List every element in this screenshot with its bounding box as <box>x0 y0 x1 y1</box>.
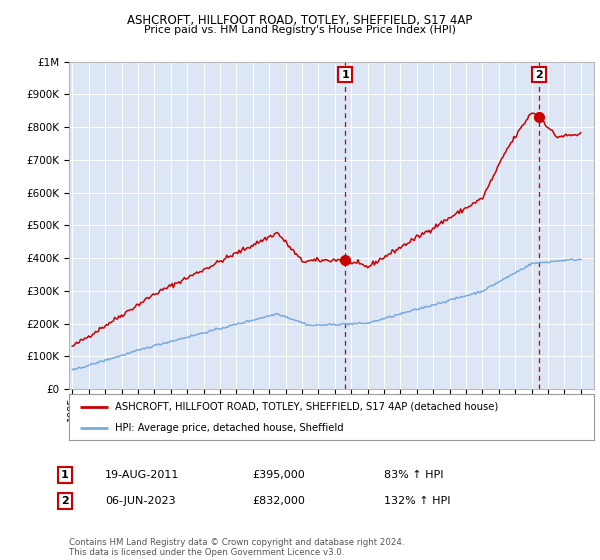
Text: ASHCROFT, HILLFOOT ROAD, TOTLEY, SHEFFIELD, S17 4AP (detached house): ASHCROFT, HILLFOOT ROAD, TOTLEY, SHEFFIE… <box>115 402 499 412</box>
Text: 132% ↑ HPI: 132% ↑ HPI <box>384 496 451 506</box>
Text: HPI: Average price, detached house, Sheffield: HPI: Average price, detached house, Shef… <box>115 423 344 433</box>
Text: Price paid vs. HM Land Registry's House Price Index (HPI): Price paid vs. HM Land Registry's House … <box>144 25 456 35</box>
Text: Contains HM Land Registry data © Crown copyright and database right 2024.
This d: Contains HM Land Registry data © Crown c… <box>69 538 404 557</box>
Text: ASHCROFT, HILLFOOT ROAD, TOTLEY, SHEFFIELD, S17 4AP: ASHCROFT, HILLFOOT ROAD, TOTLEY, SHEFFIE… <box>127 14 473 27</box>
Text: 1: 1 <box>61 470 68 480</box>
Text: 06-JUN-2023: 06-JUN-2023 <box>105 496 176 506</box>
Text: 2: 2 <box>61 496 68 506</box>
Text: 2: 2 <box>535 69 543 80</box>
Text: £832,000: £832,000 <box>252 496 305 506</box>
Text: 83% ↑ HPI: 83% ↑ HPI <box>384 470 443 480</box>
Text: 19-AUG-2011: 19-AUG-2011 <box>105 470 179 480</box>
Text: 1: 1 <box>341 69 349 80</box>
Text: £395,000: £395,000 <box>252 470 305 480</box>
